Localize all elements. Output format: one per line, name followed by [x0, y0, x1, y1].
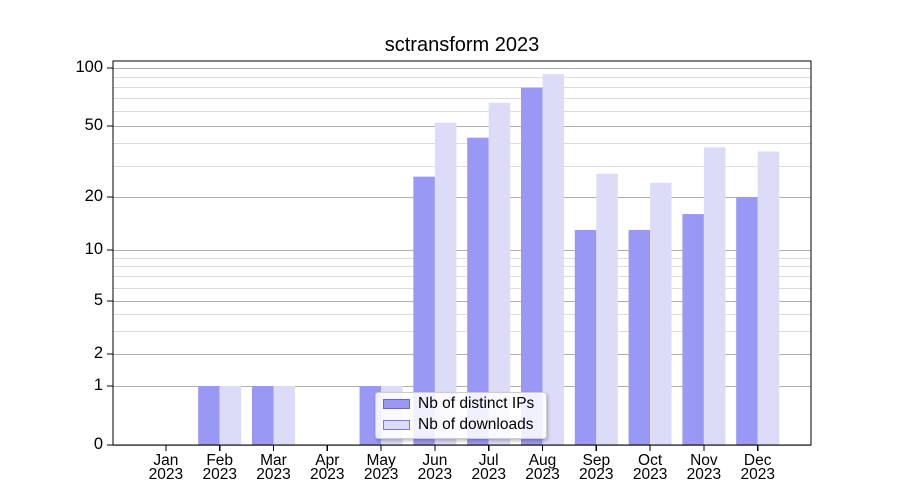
svg-text:1: 1: [94, 376, 103, 394]
svg-text:2023: 2023: [364, 466, 398, 483]
svg-text:50: 50: [85, 116, 103, 134]
svg-text:20: 20: [85, 187, 103, 205]
svg-text:100: 100: [75, 58, 103, 76]
svg-text:2: 2: [94, 344, 103, 362]
svg-text:2023: 2023: [579, 466, 613, 483]
svg-text:5: 5: [94, 291, 103, 309]
svg-text:10: 10: [85, 240, 103, 258]
svg-text:2023: 2023: [149, 466, 183, 483]
svg-text:2023: 2023: [418, 466, 452, 483]
svg-text:2023: 2023: [687, 466, 721, 483]
svg-text:2023: 2023: [633, 466, 667, 483]
svg-text:2023: 2023: [310, 466, 344, 483]
svg-text:sctransform 2023: sctransform 2023: [385, 34, 540, 56]
svg-text:2023: 2023: [471, 466, 505, 483]
svg-text:2023: 2023: [525, 466, 559, 483]
svg-text:2023: 2023: [740, 466, 774, 483]
svg-text:2023: 2023: [202, 466, 236, 483]
svg-text:2023: 2023: [256, 466, 290, 483]
svg-text:0: 0: [94, 435, 103, 453]
